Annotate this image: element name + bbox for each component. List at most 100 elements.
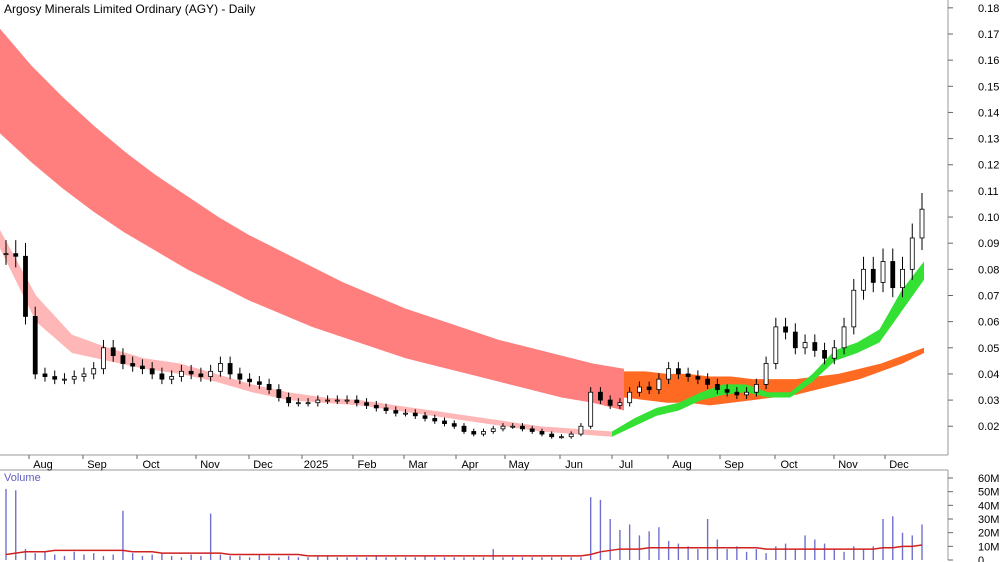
price-bar-body	[344, 399, 350, 402]
price-bar-body	[490, 428, 496, 432]
price-bar-body	[529, 428, 535, 432]
date-tick-label: Mar	[409, 459, 428, 471]
price-bar-body	[559, 436, 564, 439]
date-tick-label: 2025	[304, 459, 328, 471]
price-bar-body	[598, 391, 603, 401]
chart-grid	[0, 0, 949, 560]
price-bars	[3, 193, 925, 439]
date-tick-label: Nov	[200, 459, 220, 471]
date-tick-label: Dec	[889, 459, 909, 471]
price-bar-body	[169, 376, 175, 380]
price-bar-body	[354, 399, 360, 404]
price-bar-body	[71, 376, 77, 380]
date-tick-label: May	[509, 459, 530, 471]
price-tick-label: 0.05	[978, 343, 999, 355]
price-bar-body	[188, 370, 194, 375]
price-bar-body	[130, 363, 136, 367]
price-bar-body	[23, 255, 28, 317]
price-tick-label: 0.16	[978, 55, 999, 67]
price-bar-body	[812, 342, 818, 351]
price-tick-label: 0.06	[978, 317, 999, 329]
price-axis: 0.18 0.17 0.16 0.15 0.14 0.13 0.12 0.11 0.10 0.09…	[948, 3, 999, 433]
short-term-band	[0, 230, 612, 437]
chart-title: Argosy Minerals Limited Ordinary (AGY) -…	[4, 2, 256, 16]
price-bar-body	[442, 420, 447, 425]
date-tick-label: Oct	[780, 459, 797, 471]
price-bar-body	[607, 399, 613, 406]
price-bar-body	[315, 399, 321, 404]
price-bar-body	[364, 402, 369, 406]
price-bar-body	[792, 331, 798, 349]
date-tick-label: Sep	[724, 459, 744, 471]
long-term-moving-average-band	[0, 28, 624, 411]
price-bar-body	[802, 342, 808, 349]
price-bar-body	[383, 407, 389, 411]
price-bar-body	[870, 268, 876, 283]
date-tick-label: Sep	[87, 459, 107, 471]
price-bar-body	[62, 378, 67, 381]
date-axis: Aug Sep Oct Nov Dec 2025 Feb Mar Apr May Jun Jul Aug…	[28, 455, 909, 471]
price-bar-body	[159, 373, 165, 380]
price-bar-body	[149, 368, 155, 375]
date-tick-label: Aug	[672, 459, 692, 471]
price-bar-body	[237, 373, 243, 380]
price-tick-label: 0.12	[978, 160, 999, 172]
price-bar-body	[763, 363, 769, 385]
volume-tick-label: 50M	[978, 487, 999, 499]
price-bar-body	[3, 253, 9, 256]
price-bar-body	[471, 431, 477, 435]
price-bar-body	[520, 425, 525, 430]
price-bar-body	[685, 373, 691, 377]
price-bar-body	[617, 402, 623, 406]
price-bar-body	[724, 389, 730, 393]
price-bar-body	[773, 326, 779, 364]
volume-tick-label: 10M	[978, 541, 999, 553]
price-bar-body	[451, 423, 457, 427]
price-bar-body	[666, 368, 672, 380]
price-bar-body	[13, 253, 19, 257]
price-bar-body	[646, 386, 652, 391]
price-bar-body	[714, 383, 720, 391]
price-bar-body	[500, 425, 506, 430]
price-tick-label: 0.09	[978, 238, 999, 250]
price-tick-label: 0.18	[978, 3, 999, 15]
volume-tick-label: 60M	[978, 473, 999, 485]
volume-panel	[5, 488, 923, 560]
price-bar-body	[91, 368, 97, 375]
volume-tick-label: 20M	[978, 528, 999, 540]
date-tick-label: Jun	[565, 459, 583, 471]
price-bar-body	[695, 376, 701, 380]
price-tick-label: 0.02	[978, 421, 999, 433]
price-bar-body	[783, 326, 788, 333]
price-bar-body	[334, 399, 340, 402]
price-tick-label: 0.11	[978, 186, 999, 198]
price-bar-body	[256, 381, 262, 385]
price-tick-label: 0.13	[978, 134, 999, 146]
long-term-band	[0, 28, 624, 411]
date-tick-label: Apr	[461, 459, 478, 471]
price-bar-body	[753, 383, 759, 393]
price-bar-body	[179, 370, 184, 377]
price-bar-body	[481, 431, 486, 435]
price-bar-body	[841, 326, 847, 349]
price-bar-body	[432, 417, 438, 422]
price-bar-body	[227, 363, 233, 375]
short-term-uptrend-band	[612, 261, 924, 437]
price-tick-label: 0.15	[978, 81, 999, 93]
price-bar-body	[373, 404, 379, 409]
price-bar-body	[578, 425, 584, 435]
price-bar-body	[909, 237, 915, 270]
price-bar-body	[919, 208, 925, 239]
price-tick-label: 0.17	[978, 29, 999, 41]
price-bar-body	[627, 391, 633, 404]
price-bar-body	[305, 402, 311, 405]
volume-tick-label: 30M	[978, 514, 999, 526]
price-bar-body	[734, 391, 740, 396]
date-tick-label: Feb	[358, 459, 377, 471]
short-term-moving-average-band	[0, 230, 612, 437]
price-bar-body	[110, 347, 116, 357]
price-bar-body	[549, 433, 555, 438]
price-bar-body	[208, 370, 214, 377]
price-bar-body	[900, 268, 905, 289]
